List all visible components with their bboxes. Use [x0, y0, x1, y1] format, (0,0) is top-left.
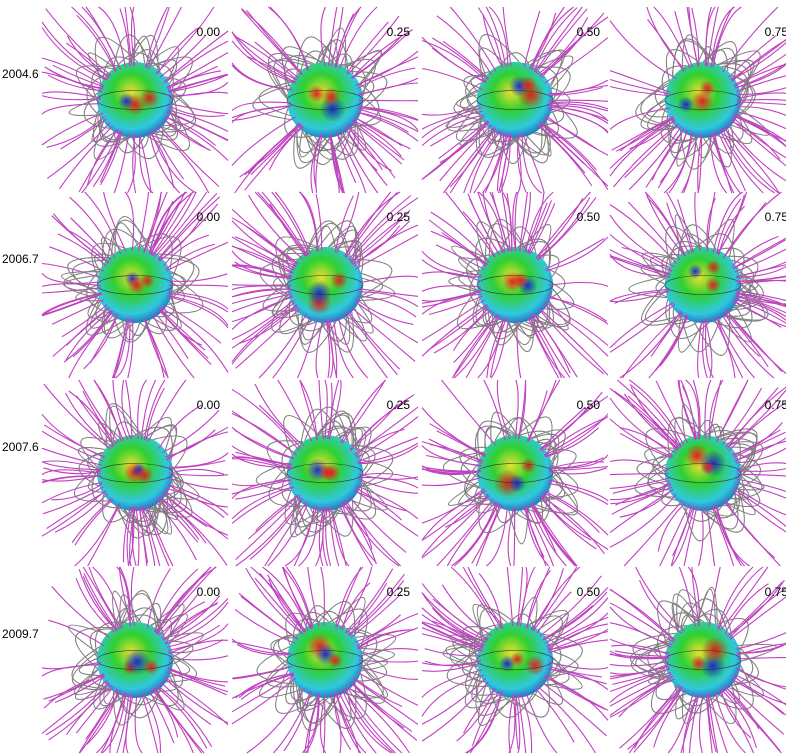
front-field-loops	[74, 403, 200, 539]
rotation-phase-label: 0.50	[576, 398, 600, 412]
front-field-loops	[259, 220, 396, 353]
surface-polarity-spots	[690, 636, 729, 680]
epoch-label: 2007.6	[2, 440, 39, 454]
field-map-panel	[230, 5, 420, 195]
rotation-phase-label: 0.50	[576, 25, 600, 39]
rotation-phase-label: 0.25	[386, 585, 410, 599]
front-field-loops	[68, 34, 197, 160]
surface-polarity-spots	[498, 652, 546, 676]
field-map-panel	[420, 190, 610, 380]
front-field-loops	[635, 34, 770, 170]
rotation-phase-label: 0.00	[196, 585, 220, 599]
field-map-panel	[40, 378, 230, 568]
front-field-loops	[68, 590, 204, 726]
magnetic-field-lines-svg	[231, 566, 419, 754]
rotation-phase-label: 0.25	[386, 398, 410, 412]
rotation-phase-label: 0.50	[576, 210, 600, 224]
magnetic-field-lines-svg	[609, 566, 786, 754]
magnetic-field-lines-svg	[231, 191, 419, 379]
field-map-panel	[40, 565, 230, 755]
magnetic-field-lines-svg	[231, 379, 419, 567]
rotation-phase-label: 0.75	[764, 585, 786, 599]
epoch-label: 2006.7	[2, 252, 39, 266]
surface-polarity-spots	[117, 88, 160, 116]
rotation-phase-label: 0.00	[196, 210, 220, 224]
magnetic-field-lines-svg	[609, 191, 786, 379]
magnetic-field-lines-svg	[421, 379, 609, 567]
open-field-lines	[41, 379, 229, 567]
surface-polarity-spots	[677, 79, 716, 113]
front-field-loops	[628, 214, 769, 356]
magnetic-field-lines-svg	[421, 191, 609, 379]
magnetic-field-lines-svg	[421, 566, 609, 754]
front-field-loops	[256, 596, 397, 731]
open-field-lines	[421, 6, 609, 194]
rotation-phase-label: 0.50	[576, 585, 600, 599]
front-field-loops	[448, 218, 575, 352]
magnetic-field-lines-svg	[41, 191, 229, 379]
epoch-label: 2004.6	[2, 67, 39, 81]
rotation-phase-label: 0.75	[764, 25, 786, 39]
rotation-phase-label: 0.00	[196, 398, 220, 412]
field-map-panel	[608, 5, 786, 195]
magnetic-field-lines-svg	[421, 6, 609, 194]
front-field-loops	[442, 596, 583, 726]
field-map-panel	[230, 565, 420, 755]
front-field-loops	[443, 411, 579, 545]
surface-polarity-spots	[306, 458, 341, 482]
epoch-label: 2009.7	[2, 627, 39, 641]
surface-polarity-spots	[122, 648, 160, 676]
surface-polarity-spots	[124, 270, 155, 295]
surface-polarity-spots	[687, 259, 722, 294]
magnetic-field-lines-svg	[231, 6, 419, 194]
front-field-loops	[252, 27, 388, 169]
field-map-panel	[420, 5, 610, 195]
magnetic-field-lines-svg	[41, 566, 229, 754]
field-map-panel	[230, 378, 420, 568]
rotation-phase-label: 0.75	[764, 210, 786, 224]
magnetic-field-lines-svg	[609, 379, 786, 567]
rotation-phase-label: 0.00	[196, 25, 220, 39]
rotation-phase-label: 0.75	[764, 398, 786, 412]
rotation-phase-label: 0.25	[386, 25, 410, 39]
magnetic-field-lines-svg	[41, 6, 229, 194]
field-map-panel	[40, 5, 230, 195]
field-map-panel	[420, 565, 610, 755]
open-field-lines	[41, 191, 229, 379]
front-field-loops	[445, 34, 578, 165]
surface-polarity-spots	[307, 633, 343, 669]
field-map-panel	[420, 378, 610, 568]
surface-polarity-spots	[508, 75, 545, 109]
surface-polarity-spots	[494, 458, 537, 497]
magnetic-field-lines-svg	[41, 379, 229, 567]
surface-polarity-spots	[502, 271, 538, 296]
field-map-panel	[608, 565, 786, 755]
open-field-lines	[421, 379, 609, 567]
field-map-panel	[608, 190, 786, 380]
field-map-panel	[230, 190, 420, 380]
open-field-lines	[41, 6, 229, 194]
front-field-loops	[61, 216, 204, 343]
magnetic-field-lines-svg	[609, 6, 786, 194]
field-map-panel	[608, 378, 786, 568]
stellar-surface-sphere	[665, 247, 741, 323]
surface-polarity-spots	[307, 271, 348, 316]
front-field-loops	[634, 403, 765, 542]
front-field-loops	[255, 406, 394, 538]
rotation-phase-label: 0.25	[386, 210, 410, 224]
surface-polarity-spots	[307, 85, 346, 122]
front-field-loops	[630, 587, 777, 725]
field-map-panel	[40, 190, 230, 380]
surface-polarity-spots	[123, 461, 154, 484]
